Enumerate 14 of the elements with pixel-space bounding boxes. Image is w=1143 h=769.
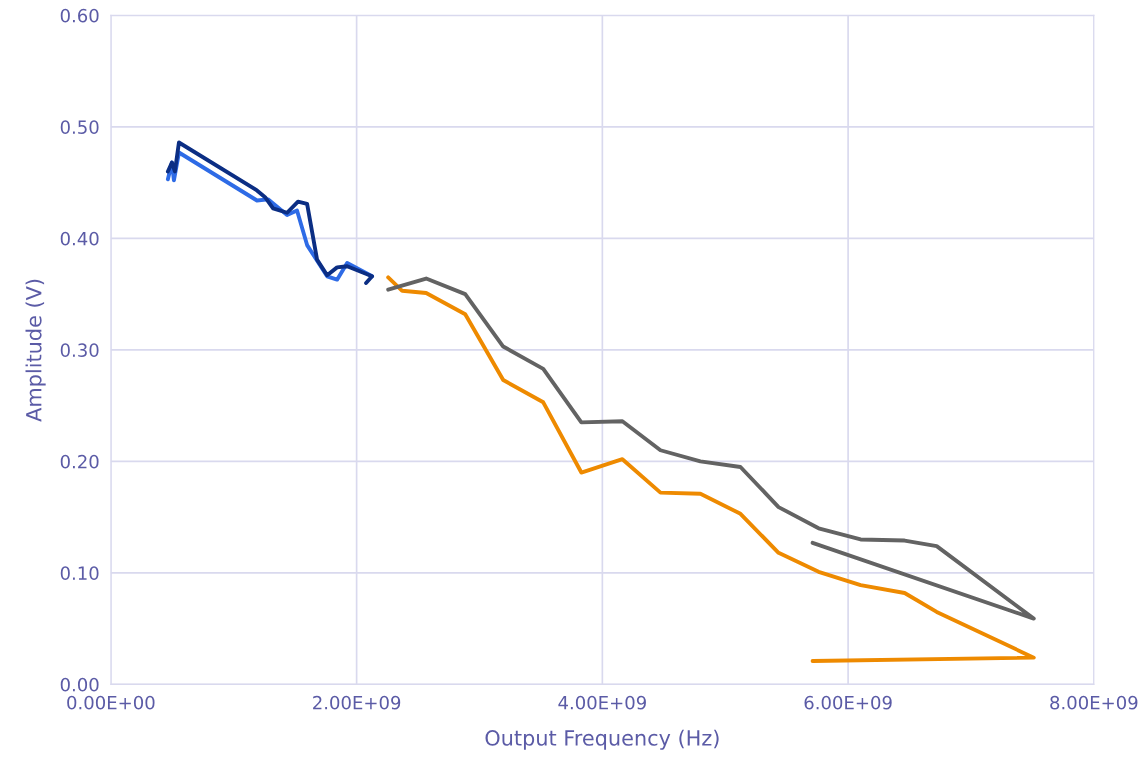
y-tick-label: 0.20 xyxy=(60,454,99,469)
x-tick-label: 6.00E+09 xyxy=(804,695,892,710)
y-axis-title: Amplitude (V) xyxy=(25,279,46,422)
x-tick-label: 4.00E+09 xyxy=(558,695,646,710)
x-tick-label: 8.00E+09 xyxy=(1050,695,1138,710)
y-tick-label: 0.60 xyxy=(60,8,99,23)
y-tick-label: 0.50 xyxy=(60,120,99,134)
x-axis-title: Output Frequency (Hz) xyxy=(485,729,719,750)
y-tick-label: 0.10 xyxy=(60,566,99,581)
x-tick-label: 2.00E+09 xyxy=(313,695,401,710)
x-tick-label: 0.00E+00 xyxy=(67,695,155,710)
y-tick-label: 0.30 xyxy=(60,343,99,358)
y-tick-label: 0.00 xyxy=(60,677,99,692)
y-tick-label: 0.40 xyxy=(60,231,99,246)
